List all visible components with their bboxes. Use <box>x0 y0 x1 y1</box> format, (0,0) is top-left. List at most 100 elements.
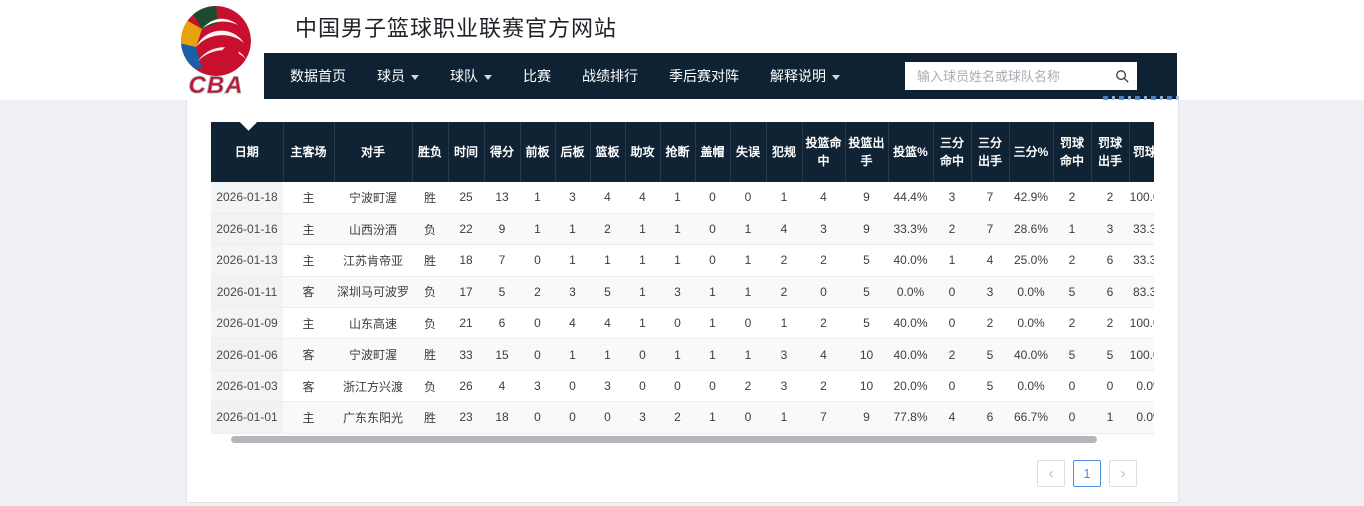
column-header: 三分% <box>1009 122 1054 182</box>
table-cell: 100.0% <box>1129 338 1154 371</box>
table-cell: 0.0% <box>1129 401 1154 434</box>
table-cell: 1 <box>730 338 766 371</box>
table-cell: 10 <box>845 370 888 403</box>
table-cell: 2 <box>766 276 802 309</box>
pagination-page-1[interactable]: 1 <box>1073 460 1101 487</box>
pagination-prev-button[interactable]: ‹ <box>1037 460 1065 487</box>
site-header: CBA 中国男子篮球职业联赛官方网站 数据首页 球员 球队 比赛 战绩排行 季后… <box>0 0 1364 101</box>
logo-text: CBA <box>189 72 244 98</box>
table-cell: 0 <box>520 338 555 371</box>
table-cell: 2 <box>971 307 1009 340</box>
table-cell: 2 <box>802 370 845 403</box>
column-header: 后板 <box>555 122 591 182</box>
nav-item-data-home[interactable]: 数据首页 <box>290 68 346 84</box>
table-cell: 0 <box>660 307 695 340</box>
column-header: 罚球% <box>1129 122 1154 182</box>
table-cell: 1 <box>1053 213 1091 246</box>
table-cell: 0 <box>695 244 730 277</box>
table-cell: 2 <box>1091 182 1129 214</box>
table-cell: 1 <box>730 244 766 277</box>
nav-item-players[interactable]: 球员 <box>377 66 419 86</box>
table-cell: 1 <box>625 244 660 277</box>
nav-item-playoffs[interactable]: 季后赛对阵 <box>669 68 739 84</box>
chevron-down-icon <box>832 74 840 80</box>
table-cell: 33.3% <box>1129 244 1154 277</box>
table-cell: 6 <box>1091 276 1129 309</box>
table-cell: 1 <box>555 338 590 371</box>
column-header: 对手 <box>334 122 413 182</box>
table-cell: 2 <box>802 244 845 277</box>
table-cell: 18 <box>448 244 484 277</box>
search-input[interactable] <box>905 68 1107 84</box>
table-cell: 客 <box>283 370 334 403</box>
table-cell: 0 <box>730 401 766 434</box>
table-cell: 5 <box>845 244 888 277</box>
column-header: 罚球出手 <box>1091 122 1130 182</box>
table-cell: 2 <box>766 244 802 277</box>
column-header: 前板 <box>520 122 556 182</box>
search-box <box>905 62 1137 90</box>
table-cell: 23 <box>448 401 484 434</box>
table-cell: 33.3% <box>1129 213 1154 246</box>
table-cell: 5 <box>845 307 888 340</box>
table-cell: 2 <box>1053 182 1091 214</box>
clipped-link-text <box>1103 96 1181 101</box>
table-cell: 5 <box>971 370 1009 403</box>
column-header: 抢断 <box>660 122 696 182</box>
table-cell: 广东东阳光 <box>334 401 412 434</box>
table-cell: 4 <box>625 182 660 214</box>
nav-item-glossary[interactable]: 解释说明 <box>770 66 840 86</box>
column-header: 胜负 <box>412 122 449 182</box>
table-cell: 0 <box>1091 370 1129 403</box>
table-cell: 0 <box>555 401 590 434</box>
table-cell: 4 <box>766 213 802 246</box>
cba-logo[interactable]: CBA <box>168 3 263 98</box>
table-cell: 1 <box>590 244 625 277</box>
table-cell: 100.0% <box>1129 182 1154 214</box>
table-cell: 主 <box>283 307 334 340</box>
table-cell: 77.8% <box>888 401 933 434</box>
table-cell: 1 <box>590 338 625 371</box>
page-title: 中国男子篮球职业联赛官方网站 <box>295 16 618 41</box>
table-cell: 5 <box>1091 338 1129 371</box>
table-cell: 1 <box>766 182 802 214</box>
column-header: 篮板 <box>590 122 626 182</box>
table-cell: 7 <box>971 213 1009 246</box>
table-cell: 7 <box>802 401 845 434</box>
date-cell: 2026-01-13 <box>211 244 283 277</box>
nav-item-games[interactable]: 比赛 <box>523 68 551 84</box>
table-cell: 0 <box>802 276 845 309</box>
table-cell: 9 <box>845 401 888 434</box>
nav-item-teams[interactable]: 球队 <box>450 66 492 86</box>
table-cell: 3 <box>555 276 590 309</box>
nav-item-standings[interactable]: 战绩排行 <box>582 68 638 84</box>
table-cell: 4 <box>590 182 625 214</box>
table-cell: 9 <box>845 182 888 214</box>
table-cell: 21 <box>448 307 484 340</box>
table-cell: 1 <box>1091 401 1129 434</box>
table-cell: 4 <box>555 307 590 340</box>
table-cell: 44.4% <box>888 182 933 214</box>
table-row: 2026-01-09 主山东高速负 21 6 0 4 4 1 0 1 0 1 2 5 40.0% 0 2 0.0%… <box>211 307 1154 340</box>
column-header: 盖帽 <box>695 122 731 182</box>
search-button[interactable] <box>1107 62 1137 90</box>
table-cell: 40.0% <box>1009 338 1053 371</box>
horizontal-scrollbar-thumb[interactable] <box>231 436 1097 443</box>
table-cell: 山东高速 <box>334 307 412 340</box>
column-header: 罚球命中 <box>1053 122 1092 182</box>
pagination-next-button[interactable]: › <box>1109 460 1137 487</box>
table-cell: 3 <box>660 276 695 309</box>
table-cell: 0 <box>1053 401 1091 434</box>
table-cell: 2 <box>1053 244 1091 277</box>
table-cell: 3 <box>1091 213 1129 246</box>
table-cell: 3 <box>590 370 625 403</box>
table-cell: 胜 <box>412 401 448 434</box>
column-header: 失误 <box>730 122 767 182</box>
table-cell: 2 <box>660 401 695 434</box>
table-cell: 3 <box>766 370 802 403</box>
table-cell: 28.6% <box>1009 213 1053 246</box>
table-cell: 主 <box>283 213 334 246</box>
table-header-row: 日期 主客场 对手 胜负 时间 得分 前板 后板 篮板 助攻 抢断 盖帽 失误 犯规 投篮命中 投篮出手 投篮%… <box>211 122 1154 182</box>
table-cell: 4 <box>971 244 1009 277</box>
